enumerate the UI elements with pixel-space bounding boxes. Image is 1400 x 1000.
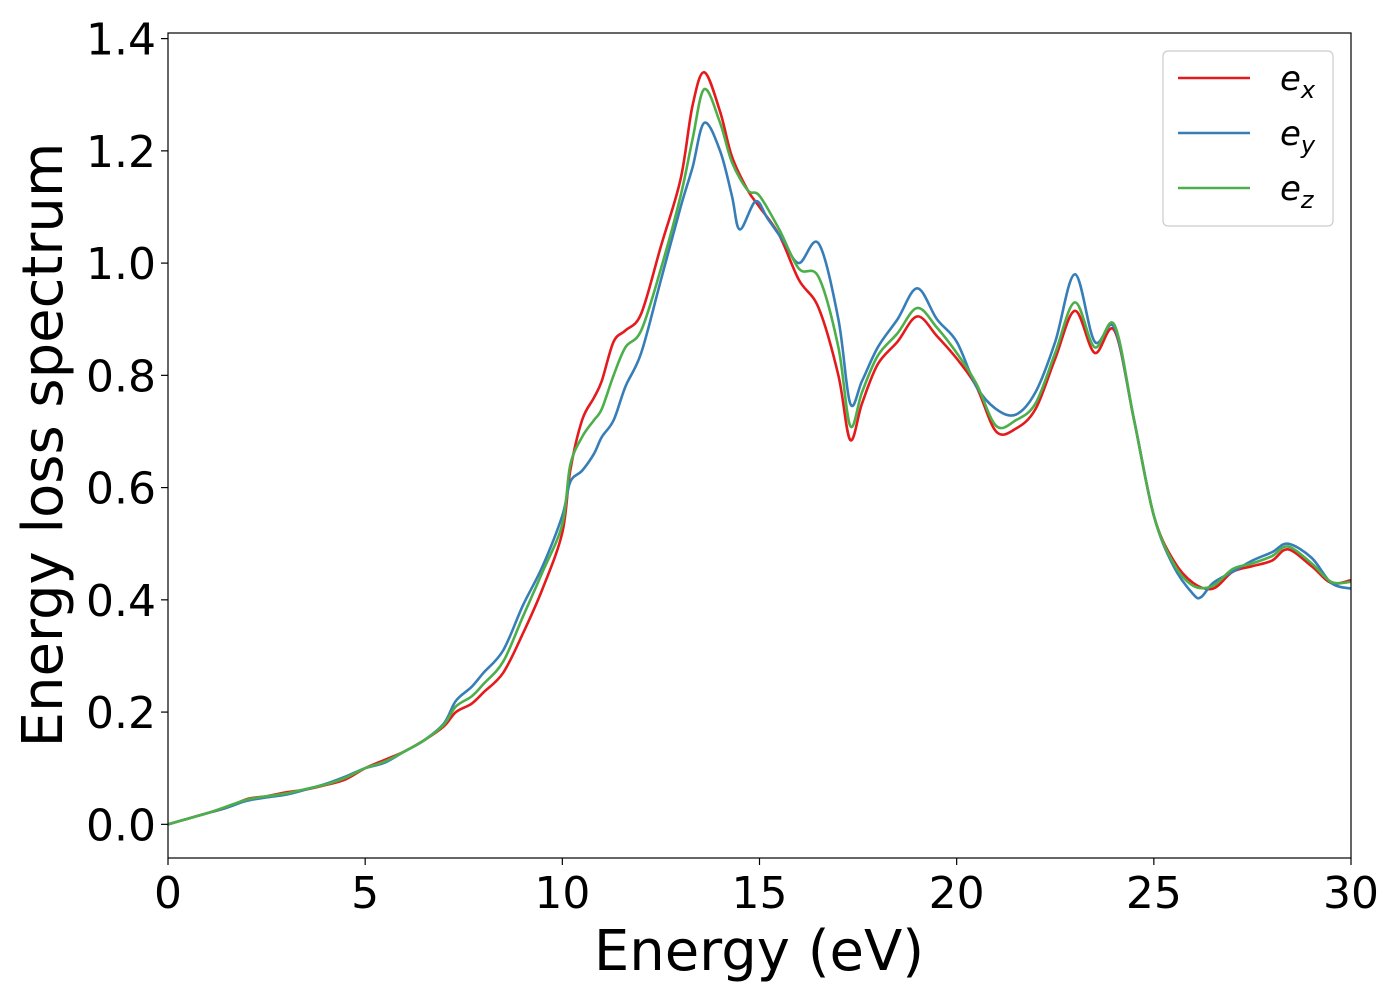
x-tick-label: 25 xyxy=(1126,868,1182,919)
y-tick-label: 0.8 xyxy=(86,351,156,402)
y-tick-label: 1.2 xyxy=(86,127,156,178)
y-tick-label: 1.4 xyxy=(86,15,156,66)
x-tick-label: 5 xyxy=(351,868,379,919)
legend-box xyxy=(1162,50,1334,227)
x-tick-label: 30 xyxy=(1323,868,1379,919)
y-axis-title: Energy loss spectrum xyxy=(11,143,76,748)
y-tick-label: 1.0 xyxy=(86,239,156,290)
y-axis-ticks: 0.0 0.2 0.4 0.6 0.8 1.0 1.2 1.4 xyxy=(86,15,168,851)
y-tick-label: 0.6 xyxy=(86,464,156,515)
y-tick-label: 0.0 xyxy=(86,800,156,851)
y-tick-label: 0.4 xyxy=(86,576,156,627)
x-axis-title: Energy (eV) xyxy=(594,919,924,984)
series-line-z xyxy=(167,87,1352,826)
x-axis-ticks: 0 5 10 15 20 25 30 xyxy=(154,858,1379,919)
y-tick-label: 0.2 xyxy=(86,688,156,739)
x-tick-label: 20 xyxy=(929,868,985,919)
x-tick-label: 15 xyxy=(732,868,788,919)
series-line-y xyxy=(167,121,1352,826)
plot-layer xyxy=(167,70,1352,826)
x-tick-label: 10 xyxy=(534,868,590,919)
x-tick-label: 0 xyxy=(154,868,182,919)
